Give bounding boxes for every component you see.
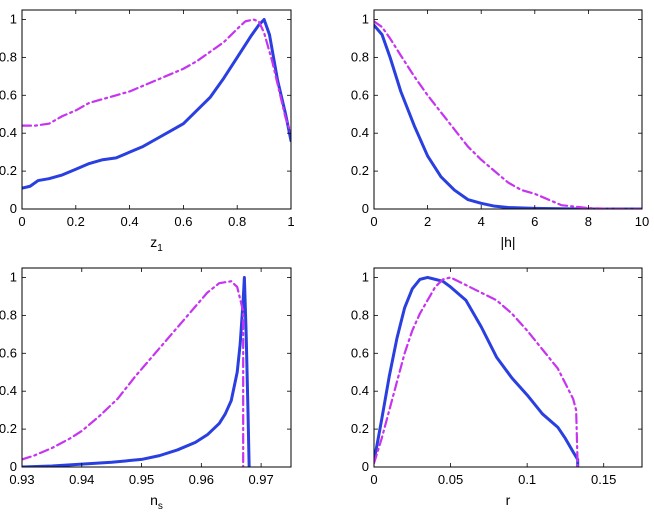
y-tick-label: 0.6 (351, 345, 369, 360)
x-axis-label: ns (150, 492, 163, 512)
y-tick-label: 0 (10, 459, 17, 474)
x-tick-label: 0.6 (174, 214, 192, 229)
x-tick-label: 0.15 (591, 472, 616, 487)
series-line-solid (22, 17, 291, 190)
y-tick-label: 0.4 (0, 125, 17, 140)
y-tick-label: 0.6 (0, 345, 17, 360)
y-tick-label: 0.4 (0, 383, 17, 398)
x-tick-label: 8 (585, 214, 592, 229)
x-tick-label: 0.05 (438, 472, 463, 487)
x-tick-label: 10 (635, 214, 649, 229)
y-tick-label: 0.2 (0, 421, 17, 436)
series-line-dashdot (374, 20, 642, 209)
x-tick-label: 0.96 (189, 472, 214, 487)
y-tick-label: 0.4 (351, 383, 369, 398)
x-tick-label: 0.2 (67, 214, 85, 229)
x-tick-label: 6 (531, 214, 538, 229)
x-tick-label: 0 (370, 214, 377, 229)
x-tick-label: 2 (424, 214, 431, 229)
y-tick-label: 0 (10, 201, 17, 216)
x-axis-label: r (506, 492, 511, 508)
y-tick-label: 0 (362, 201, 369, 216)
axes-frame (373, 9, 643, 210)
y-tick-label: 0.8 (351, 49, 369, 64)
x-tick-label: 0 (18, 214, 25, 229)
x-tick-label: 1 (287, 214, 294, 229)
y-tick-label: 0.2 (0, 163, 17, 178)
y-tick-label: 0.2 (351, 421, 369, 436)
y-tick-label: 0.8 (0, 307, 17, 322)
y-tick-label: 0.2 (351, 163, 369, 178)
x-axis-label: |h| (500, 234, 515, 250)
y-tick-label: 1 (362, 269, 369, 284)
x-tick-label: 0.8 (228, 214, 246, 229)
y-tick-label: 0 (362, 459, 369, 474)
axes-frame (21, 267, 292, 468)
x-tick-label: 0.97 (248, 472, 273, 487)
y-tick-label: 1 (10, 11, 17, 26)
series-line-solid (374, 275, 580, 467)
chart-panel-4: 0 0.05 0.1 0.15 0 0.2 0.4 0.6 0.8 1 r (351, 267, 643, 508)
y-tick-label: 0.6 (351, 87, 369, 102)
series-line-dashdot (22, 18, 291, 135)
y-tick-label: 0.8 (0, 49, 17, 64)
x-axis-label: z1 (150, 234, 163, 254)
series-line-dashdot (22, 280, 245, 467)
x-tick-label: 0.94 (69, 472, 94, 487)
chart-panel-1: 0 0.2 0.4 0.6 0.8 1 0 0.2 0.4 0.6 0.8 1 z1 (0, 9, 295, 254)
series-line-dashdot (374, 276, 579, 467)
y-tick-label: 0.8 (351, 307, 369, 322)
x-tick-label: 4 (478, 214, 485, 229)
y-tick-label: 0.6 (0, 87, 17, 102)
x-tick-label: 0.95 (129, 472, 154, 487)
x-tick-label: 0.1 (518, 472, 536, 487)
x-tick-label: 0.4 (121, 214, 139, 229)
series-line-solid (22, 275, 251, 467)
x-tick-label: 0.93 (9, 472, 34, 487)
chart-panel-3: 0.93 0.94 0.95 0.96 0.97 0 0.2 0.4 0.6 0.8 1 ns (0, 267, 292, 512)
axes-frame (373, 267, 643, 468)
chart-panel-2: 0 2 4 6 8 10 0 0.2 0.4 0.6 0.8 1 |h| (351, 9, 649, 250)
x-tick-label: 0 (370, 472, 377, 487)
y-tick-label: 1 (10, 269, 17, 284)
y-tick-label: 0.4 (351, 125, 369, 140)
y-tick-label: 1 (362, 11, 369, 26)
axes-frame (21, 9, 292, 210)
